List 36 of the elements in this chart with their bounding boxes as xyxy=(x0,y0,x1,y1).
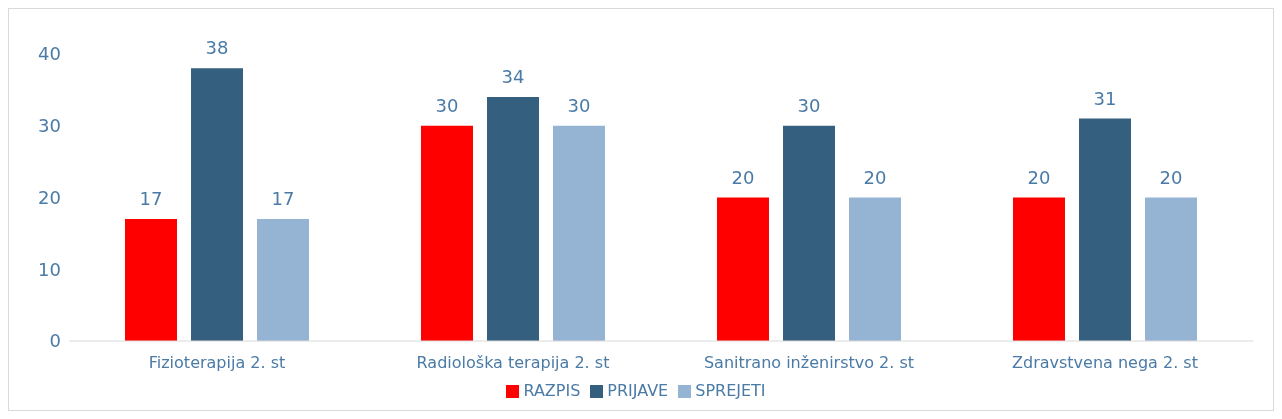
data-label: 30 xyxy=(435,94,459,116)
y-tick-label: 40 xyxy=(38,43,61,65)
bar xyxy=(191,68,243,341)
data-label: 30 xyxy=(567,94,591,116)
legend-label: SPREJETI xyxy=(695,381,766,400)
y-tick-label: 20 xyxy=(38,186,61,208)
bar xyxy=(487,97,539,341)
bar xyxy=(421,125,473,341)
bar xyxy=(1079,118,1131,341)
x-tick-label: Radiološka terapija 2. st xyxy=(416,353,610,373)
data-label: 20 xyxy=(731,166,755,188)
bar xyxy=(553,125,605,341)
bar xyxy=(125,219,177,341)
y-tick-label: 0 xyxy=(49,330,61,352)
x-tick-label: Fizioterapija 2. st xyxy=(148,353,286,373)
data-label: 30 xyxy=(797,94,821,116)
data-label: 20 xyxy=(1159,166,1183,188)
bar xyxy=(1145,197,1197,341)
legend-label: PRIJAVE xyxy=(607,381,669,400)
y-tick-label: 30 xyxy=(38,115,61,137)
data-label: 38 xyxy=(205,37,229,59)
x-tick-label: Sanitrano inženirstvo 2. st xyxy=(703,353,915,373)
x-tick-label: Zdravstvena nega 2. st xyxy=(1012,353,1198,373)
data-label: 17 xyxy=(139,188,163,210)
bar xyxy=(717,197,769,341)
data-label: 17 xyxy=(271,188,295,210)
bar xyxy=(849,197,901,341)
legend-label: RAZPIS xyxy=(523,381,581,400)
data-label: 20 xyxy=(1027,166,1051,188)
data-label: 20 xyxy=(863,166,887,188)
data-label: 34 xyxy=(501,66,525,88)
bar xyxy=(257,219,309,341)
bar xyxy=(1013,197,1065,341)
y-tick-label: 10 xyxy=(38,258,61,280)
bar xyxy=(783,125,835,341)
data-label: 31 xyxy=(1093,87,1117,109)
